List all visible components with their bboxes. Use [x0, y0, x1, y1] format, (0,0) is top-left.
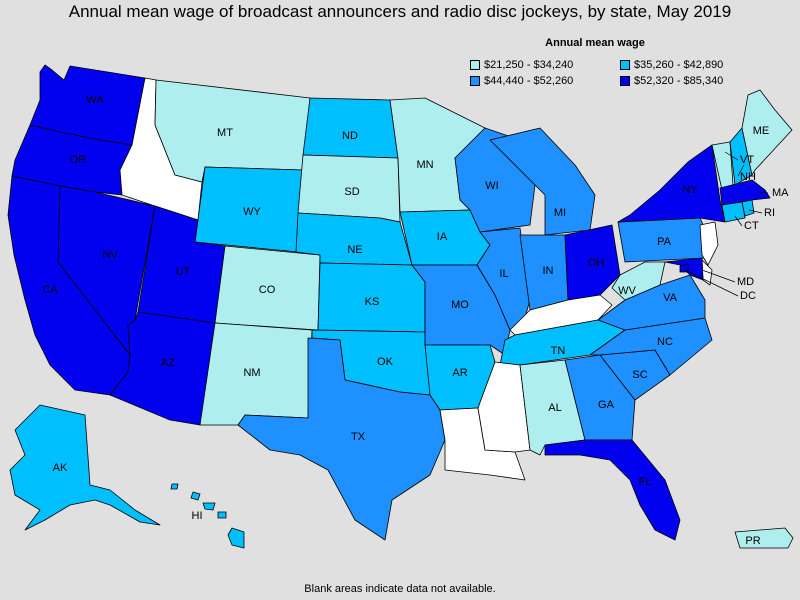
label-ME: ME — [753, 125, 770, 137]
label-IL: IL — [499, 268, 508, 280]
label-TN: TN — [551, 345, 566, 357]
legend-swatch-bin-3 — [470, 76, 480, 86]
label-PR: PR — [745, 535, 760, 547]
label-AK: AK — [53, 462, 68, 474]
label-MI: MI — [554, 207, 566, 219]
label-RI: RI — [764, 207, 775, 219]
legend-item-bin-3: $44,440 - $52,260 — [470, 75, 573, 87]
label-SD: SD — [344, 186, 359, 198]
label-GA: GA — [598, 399, 615, 411]
label-MN: MN — [416, 159, 433, 171]
legend-item-bin-1: $21,250 - $34,240 — [470, 59, 573, 71]
label-NY: NY — [682, 184, 698, 196]
label-MO: MO — [451, 299, 469, 311]
label-WA: WA — [86, 94, 104, 106]
legend-label-bin-3: $44,440 - $52,260 — [484, 75, 574, 87]
state-ME[interactable] — [741, 89, 793, 176]
state-CT[interactable] — [721, 201, 746, 223]
label-WV: WV — [618, 285, 636, 297]
label-NV: NV — [102, 249, 118, 261]
label-NH: NH — [740, 171, 756, 183]
label-MT: MT — [217, 127, 233, 139]
label-HI: HI — [192, 510, 203, 522]
legend-swatch-bin-4 — [620, 76, 630, 86]
label-IN: IN — [543, 265, 554, 277]
map-title: Annual mean wage of broadcast announcers… — [68, 2, 732, 21]
legend-item-bin-2: $35,260 - $42,890 — [620, 59, 723, 71]
label-UT: UT — [176, 266, 191, 278]
label-NC: NC — [657, 336, 673, 348]
label-OH: OH — [588, 257, 605, 269]
label-DC: DC — [740, 290, 756, 302]
state-HI[interactable] — [170, 483, 245, 549]
state-OH[interactable] — [564, 224, 621, 301]
label-VT: VT — [740, 154, 754, 166]
state-GA[interactable] — [564, 354, 636, 441]
state-DC[interactable] — [679, 263, 689, 273]
callout-labels: VT NH MA RI CT MD DC — [684, 151, 789, 302]
label-AR: AR — [452, 367, 467, 379]
label-ND: ND — [342, 130, 358, 142]
legend: Annual mean wage $21,250 - $34,240 $35,2… — [470, 37, 790, 93]
label-OR: OR — [70, 154, 87, 166]
label-WI: WI — [485, 180, 498, 192]
state-ND[interactable] — [302, 97, 399, 159]
legend-swatch-bin-1 — [470, 60, 480, 70]
label-PA: PA — [657, 236, 672, 248]
legend-label-bin-2: $35,260 - $42,890 — [634, 59, 724, 71]
state-FL[interactable] — [544, 439, 681, 541]
state-RI[interactable] — [741, 199, 755, 217]
label-TX: TX — [351, 431, 366, 443]
label-VA: VA — [663, 292, 678, 304]
legend-title: Annual mean wage — [545, 37, 645, 49]
state-NY[interactable] — [617, 144, 726, 223]
label-IA: IA — [437, 231, 448, 243]
state-labels: WA OR CA NV MT WY UT AZ CO NM ND SD NE K… — [42, 94, 769, 547]
label-SC: SC — [632, 369, 647, 381]
label-OK: OK — [377, 356, 394, 368]
legend-label-bin-4: $52,320 - $85,340 — [634, 75, 724, 87]
label-KS: KS — [365, 296, 380, 308]
label-WY: WY — [243, 206, 261, 218]
label-MD: MD — [737, 276, 754, 288]
state-PR[interactable] — [734, 527, 794, 549]
label-CA: CA — [42, 284, 58, 296]
label-CT: CT — [744, 220, 759, 232]
state-AK[interactable] — [9, 404, 161, 531]
state-TX[interactable] — [237, 337, 446, 541]
label-AL: AL — [548, 402, 561, 414]
label-MA: MA — [772, 187, 789, 199]
footnote: Blank areas indicate data not available. — [304, 583, 496, 595]
label-AZ: AZ — [161, 357, 175, 369]
state-MI[interactable] — [489, 127, 596, 236]
legend-label-bin-1: $21,250 - $34,240 — [484, 59, 574, 71]
state-NJ[interactable] — [699, 221, 719, 266]
legend-swatch-bin-2 — [620, 60, 630, 70]
label-CO: CO — [259, 284, 276, 296]
legend-item-bin-4: $52,320 - $85,340 — [620, 75, 723, 87]
label-NE: NE — [347, 244, 362, 256]
label-NM: NM — [243, 367, 260, 379]
label-FL: FL — [639, 476, 652, 488]
